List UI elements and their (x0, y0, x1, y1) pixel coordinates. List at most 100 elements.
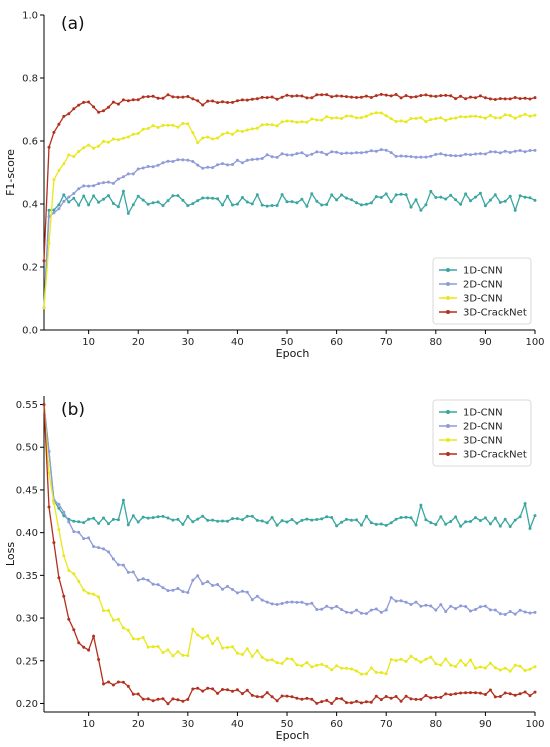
series-line (43, 112, 536, 308)
data-point (404, 660, 408, 663)
data-point (146, 578, 150, 582)
data-point (399, 657, 403, 661)
data-point (300, 197, 304, 201)
data-point (513, 116, 517, 120)
data-point (424, 603, 428, 607)
data-point (528, 694, 532, 698)
data-point (240, 589, 244, 593)
data-point (67, 569, 71, 572)
x-tick-label: 10 (82, 337, 95, 348)
data-point (141, 577, 145, 581)
data-point (340, 666, 344, 670)
data-point (523, 112, 527, 116)
data-point (518, 97, 522, 101)
data-point (221, 162, 224, 166)
data-point (92, 194, 96, 198)
data-point (359, 203, 363, 207)
data-point (320, 607, 324, 611)
data-point (488, 522, 492, 526)
data-point (141, 166, 145, 170)
data-point (87, 203, 91, 207)
data-point (474, 608, 477, 611)
data-point (250, 127, 254, 131)
data-point (136, 520, 140, 524)
legend-marker (446, 310, 450, 314)
y-tick-label: 0.4 (22, 200, 38, 211)
data-point (255, 126, 259, 130)
data-point (275, 204, 279, 207)
data-point (176, 587, 180, 590)
legend-label: 2D-CNN (463, 280, 503, 291)
y-axis-label: F1-score (4, 149, 17, 196)
data-point (404, 515, 408, 519)
data-point (221, 587, 224, 591)
data-point (116, 177, 120, 181)
data-point (151, 165, 155, 169)
y-tick-label: 0.30 (16, 614, 38, 625)
data-point (151, 645, 155, 649)
data-point (102, 109, 105, 113)
data-point (231, 517, 234, 521)
data-point (369, 666, 373, 670)
data-point (478, 191, 482, 195)
data-point (369, 700, 373, 704)
data-point (369, 149, 373, 153)
data-point (136, 98, 140, 102)
data-point (389, 94, 393, 98)
data-point (508, 669, 512, 673)
data-point (424, 518, 428, 522)
data-point (131, 570, 135, 574)
data-point (508, 610, 512, 613)
data-point (315, 150, 319, 154)
data-point (72, 196, 76, 200)
data-point (439, 116, 443, 120)
data-point (82, 100, 86, 104)
data-point (275, 155, 279, 159)
data-point (295, 521, 299, 525)
data-point (72, 155, 76, 158)
data-point (82, 194, 86, 198)
data-point (414, 657, 418, 661)
x-tick-label: 40 (231, 719, 244, 730)
data-point (305, 602, 309, 606)
data-point (454, 154, 458, 158)
data-point (77, 641, 81, 645)
data-point (340, 520, 344, 524)
data-point (310, 117, 314, 121)
data-point (454, 665, 458, 668)
legend-marker (446, 296, 450, 300)
data-point (176, 158, 180, 162)
data-point (439, 695, 443, 699)
data-point (156, 163, 160, 167)
data-point (444, 657, 448, 661)
data-point (350, 198, 353, 202)
data-point (126, 523, 130, 527)
data-point (449, 154, 453, 157)
data-point (77, 150, 81, 153)
data-point (201, 196, 205, 200)
data-point (330, 668, 334, 672)
data-point (439, 152, 443, 156)
data-point (255, 157, 259, 161)
data-point (350, 667, 353, 671)
data-point (305, 154, 309, 158)
data-point (161, 586, 165, 590)
data-point (111, 618, 115, 622)
data-point (161, 697, 165, 701)
data-point (141, 95, 145, 99)
data-point (513, 693, 517, 697)
data-point (250, 202, 254, 206)
data-point (459, 94, 463, 98)
data-point (513, 149, 517, 153)
data-point (419, 503, 423, 507)
data-point (305, 120, 309, 124)
data-point (92, 592, 96, 596)
data-point (111, 181, 115, 185)
data-point (280, 120, 284, 124)
data-point (369, 201, 373, 205)
data-point (355, 669, 358, 673)
data-point (186, 515, 190, 518)
data-point (369, 96, 373, 99)
x-tick-label: 20 (132, 719, 145, 730)
